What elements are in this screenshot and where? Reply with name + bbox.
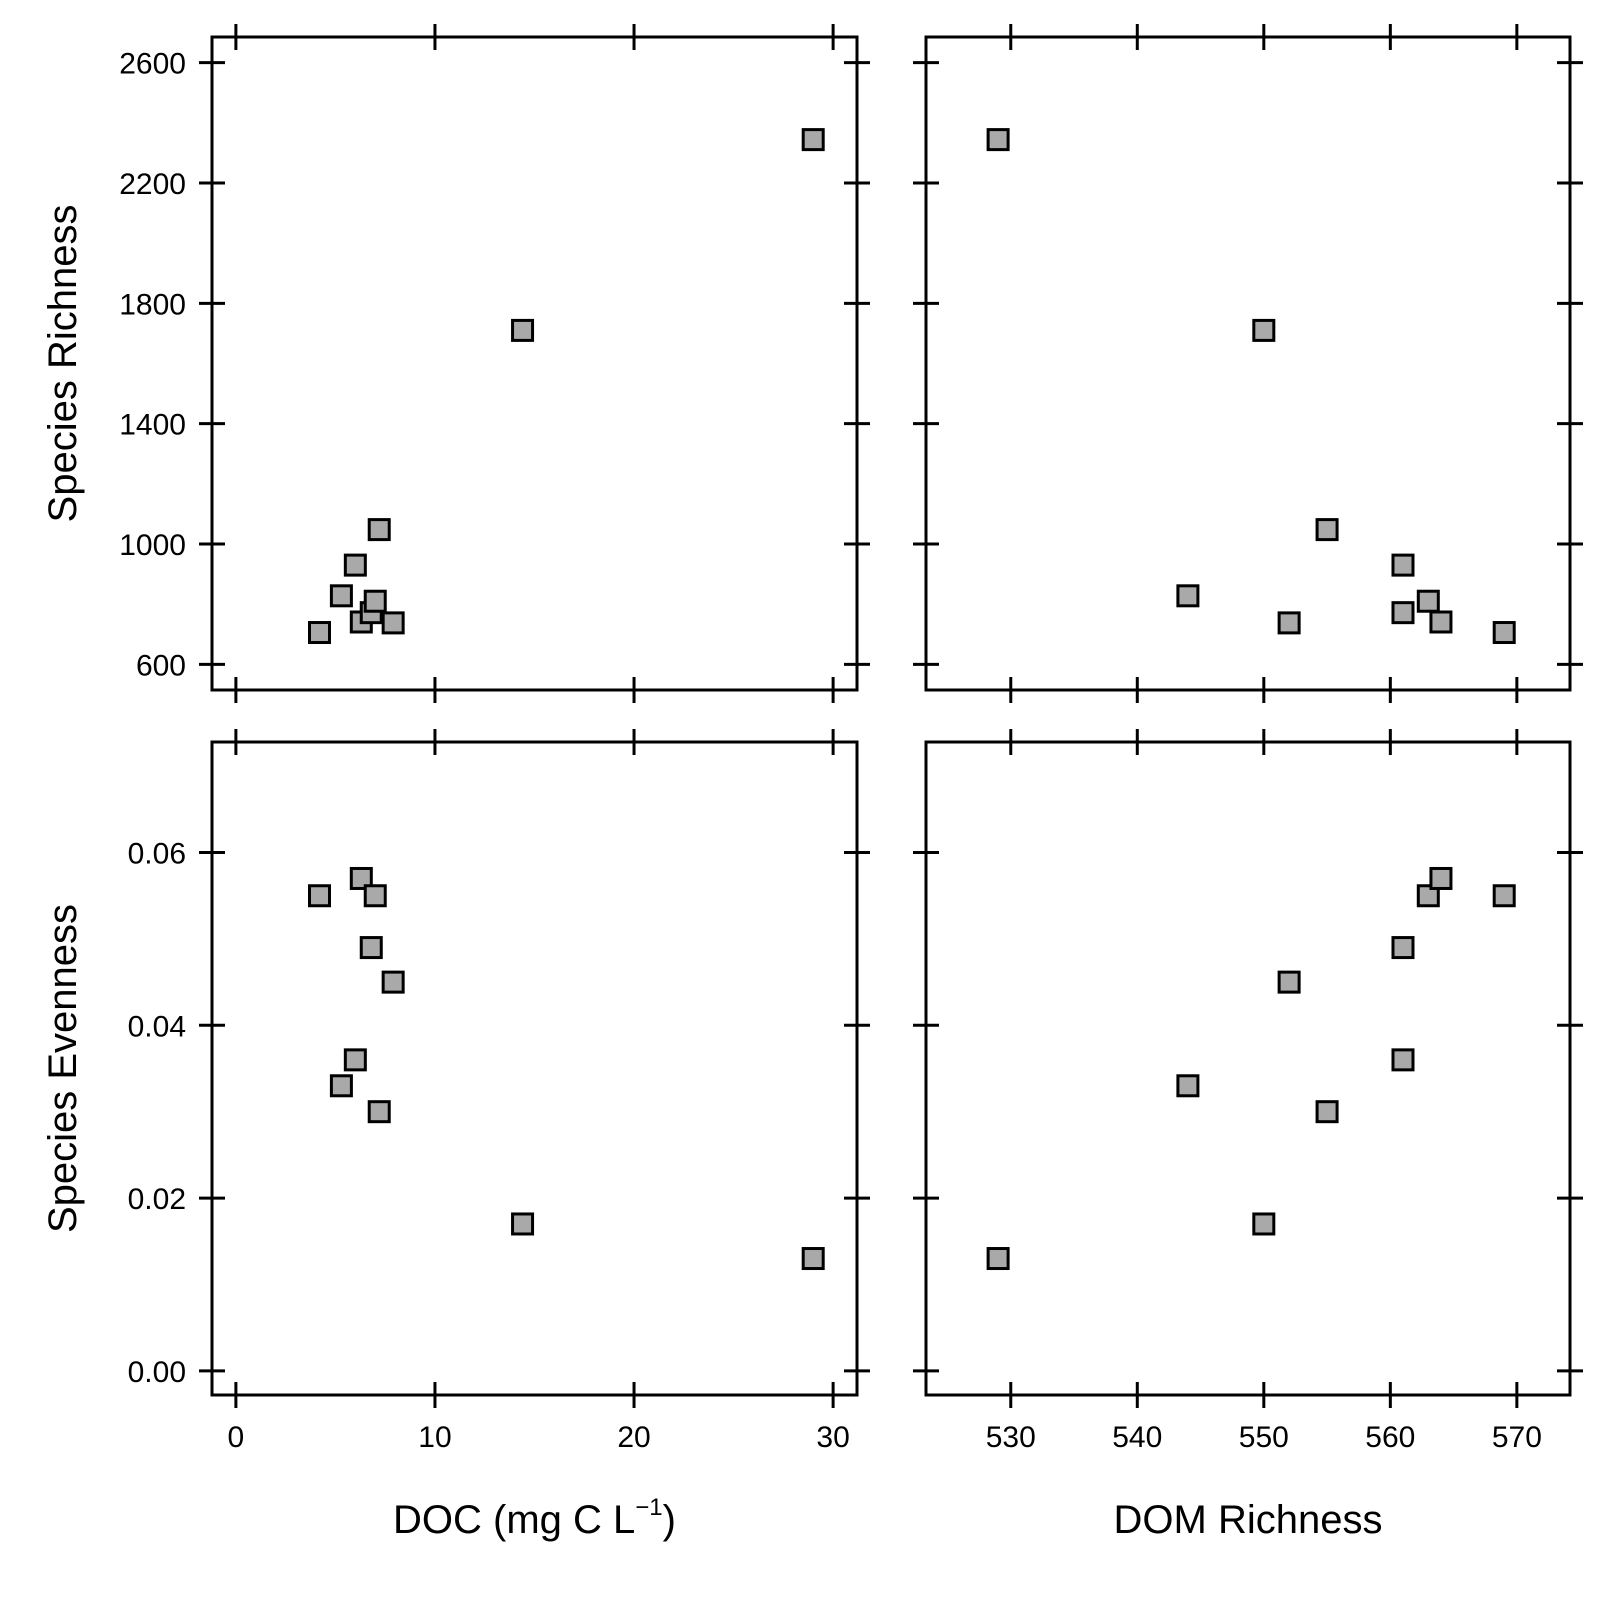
data-point bbox=[801, 128, 825, 152]
data-point bbox=[986, 1247, 1010, 1271]
plot-frame bbox=[210, 740, 859, 1397]
data-point bbox=[363, 589, 387, 613]
y-tick-label: 2600 bbox=[119, 48, 186, 81]
x-tick-label: 550 bbox=[1239, 1421, 1289, 1454]
data-point bbox=[1277, 970, 1301, 994]
data-point bbox=[1277, 611, 1301, 635]
data-point bbox=[367, 518, 391, 542]
x-axis-title: DOM Richness bbox=[1114, 1498, 1383, 1542]
data-point bbox=[359, 936, 383, 960]
data-point bbox=[1492, 884, 1516, 908]
data-point bbox=[1176, 584, 1200, 608]
x-tick-label: 530 bbox=[986, 1421, 1036, 1454]
data-point bbox=[1391, 601, 1415, 625]
y-tick-label: 2200 bbox=[119, 168, 186, 201]
data-point bbox=[343, 553, 367, 577]
data-point bbox=[1176, 1074, 1200, 1098]
data-point bbox=[1416, 589, 1440, 613]
x-axis-title: DOC (mg C L−1) bbox=[393, 1494, 676, 1542]
data-point bbox=[1391, 553, 1415, 577]
y-tick-label: 0.04 bbox=[128, 1010, 186, 1043]
x-axis-title-superscript: −1 bbox=[635, 1494, 662, 1521]
plot-frame bbox=[210, 35, 859, 692]
data-point bbox=[1492, 621, 1516, 645]
data-point bbox=[381, 970, 405, 994]
panel-top-left: 600 1000 1400 1800 2200 2600 Species Richness bbox=[41, 24, 870, 703]
data-point bbox=[1416, 884, 1440, 908]
x-tick-label: 10 bbox=[418, 1421, 451, 1454]
data-point bbox=[1391, 1048, 1415, 1072]
data-point bbox=[1429, 866, 1453, 890]
x-tick-label: 0 bbox=[228, 1421, 245, 1454]
x-tick-label: 20 bbox=[617, 1421, 650, 1454]
panel-bottom-left: 0 10 20 30 0.00 0.02 0.04 0.06 Species Evenness D… bbox=[41, 729, 870, 1542]
panel-top-right bbox=[913, 24, 1583, 703]
y-tick-label: 1000 bbox=[119, 529, 186, 562]
data-point bbox=[329, 584, 353, 608]
data-point bbox=[511, 318, 535, 342]
data-point bbox=[1429, 610, 1453, 634]
x-tick-label: 560 bbox=[1365, 1421, 1415, 1454]
y-tick-label: 1800 bbox=[119, 288, 186, 321]
data-point bbox=[329, 1074, 353, 1098]
data-point bbox=[511, 1212, 535, 1236]
x-tick-label: 570 bbox=[1492, 1421, 1542, 1454]
y-tick-label: 0.02 bbox=[128, 1183, 186, 1216]
data-point bbox=[1391, 936, 1415, 960]
y-tick-label: 600 bbox=[136, 649, 186, 682]
data-point bbox=[308, 621, 331, 645]
x-axis-title-suffix: ) bbox=[663, 1498, 676, 1542]
data-point bbox=[801, 1247, 825, 1271]
x-axis-title-main: DOM Richness bbox=[1114, 1498, 1383, 1542]
panel-bottom-right: 530 540 550 560 570 DOM Richness bbox=[913, 729, 1583, 1542]
data-point bbox=[1315, 518, 1339, 542]
data-point bbox=[1252, 318, 1276, 342]
data-point bbox=[986, 128, 1010, 152]
y-axis-title: Species Evenness bbox=[41, 904, 85, 1233]
x-tick-label: 30 bbox=[816, 1421, 849, 1454]
data-point bbox=[363, 884, 387, 908]
data-point bbox=[367, 1100, 391, 1124]
x-tick-label: 540 bbox=[1112, 1421, 1162, 1454]
data-point bbox=[381, 611, 405, 635]
data-point bbox=[1315, 1100, 1339, 1124]
data-point bbox=[308, 884, 331, 908]
data-point bbox=[349, 866, 373, 890]
data-point bbox=[1252, 1212, 1276, 1236]
y-axis-title: Species Richness bbox=[41, 205, 85, 523]
y-tick-label: 0.00 bbox=[128, 1356, 186, 1389]
plot-frame bbox=[924, 740, 1572, 1397]
y-tick-label: 0.06 bbox=[128, 838, 186, 871]
data-point bbox=[343, 1048, 367, 1072]
plot-frame bbox=[924, 35, 1572, 692]
x-axis-title-main: DOC (mg C L bbox=[393, 1498, 635, 1542]
y-tick-label: 1400 bbox=[119, 409, 186, 442]
